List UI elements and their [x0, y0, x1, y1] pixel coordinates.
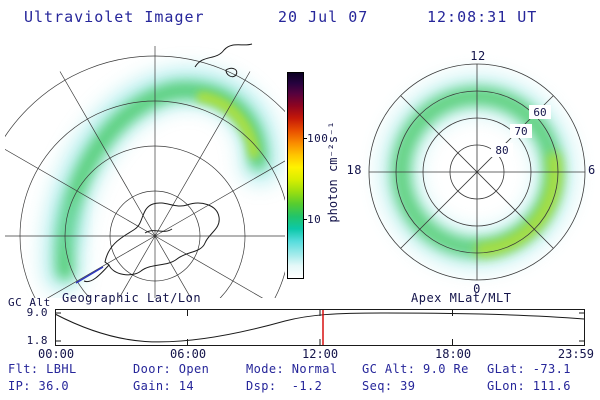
status-door: Door: Open	[133, 362, 210, 376]
strip-ytick-max: 9.0	[26, 306, 48, 319]
strip-frame	[55, 309, 585, 346]
right-panel-caption: Apex MLat/MLT	[411, 291, 512, 305]
strip-y-axis-label: GC Alt	[8, 296, 51, 309]
status-ip: IP: 36.0	[8, 379, 69, 393]
altitude-strip-chart	[55, 309, 585, 346]
colorbar-tick-mark-100	[303, 138, 307, 139]
colorbar-tick-mark-10	[303, 219, 307, 220]
mlat-label-60: 60	[533, 106, 546, 119]
mlt-label-6: 6	[588, 163, 596, 177]
left-panel-caption: Geographic Lat/Lon	[62, 291, 202, 305]
mlat-label-70: 70	[514, 125, 527, 138]
strip-xtick-0000: 00:00	[38, 347, 75, 361]
mlt-label-0: 0	[473, 282, 481, 296]
status-dsp: Dsp: -1.2	[246, 379, 323, 393]
strip-xtick-1800: 18:00	[435, 347, 472, 361]
status-glon: GLon: 111.6	[487, 379, 571, 393]
status-gc-alt: GC Alt: 9.0 Re	[362, 362, 469, 376]
strip-ytick-min: 1.8	[26, 334, 48, 347]
status-flt: Flt: LBHL	[8, 362, 77, 376]
lat-lon-grid	[5, 46, 285, 298]
strip-xtick-1200: 12:00	[302, 347, 339, 361]
status-mode: Mode: Normal	[246, 362, 338, 376]
colorbar-units-label: photon cm⁻²s⁻¹	[326, 121, 340, 223]
orbit-track-segment	[75, 266, 104, 284]
strip-xtick-2359: 23:59	[557, 347, 594, 361]
colorbar	[287, 72, 304, 279]
app-title: Ultraviolet Imager	[24, 8, 205, 26]
image-date: 20 Jul 07	[278, 8, 369, 26]
coastlines	[83, 43, 253, 283]
status-seq: Seq: 39	[362, 379, 416, 393]
strip-xtick-0600: 06:00	[170, 347, 207, 361]
mlt-label-12: 12	[470, 49, 486, 63]
colorbar-tick-10: 10	[307, 213, 322, 226]
gc-alt-curve	[55, 312, 585, 343]
mlat-mlt-grid	[368, 63, 586, 281]
image-time: 12:08:31 UT	[427, 8, 538, 26]
status-gain: Gain: 14	[133, 379, 194, 393]
colorbar-tick-100: 100	[307, 132, 329, 145]
status-glat: GLat: -73.1	[487, 362, 571, 376]
mlat-label-80: 80	[495, 144, 508, 157]
geographic-map	[5, 43, 285, 298]
mlat-ring-labels: 60 70 80	[491, 105, 551, 157]
apex-dial-plot: 60 70 80	[368, 63, 586, 281]
aurora-emission-left	[43, 68, 280, 292]
mlt-label-18: 18	[346, 163, 362, 177]
